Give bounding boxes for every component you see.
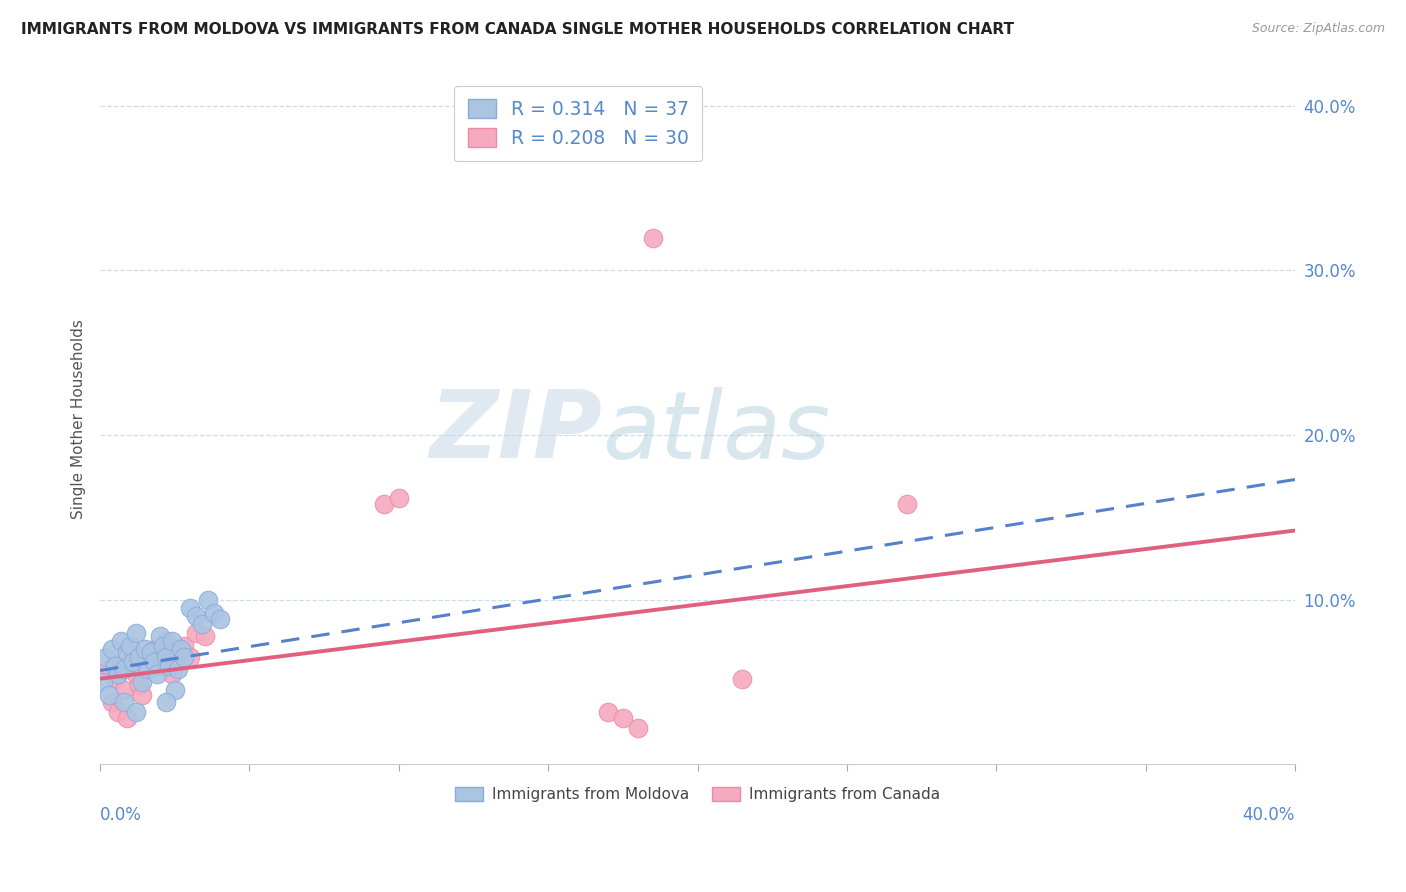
Point — [627, 721, 650, 735]
Point — [197, 592, 219, 607]
Point — [170, 642, 193, 657]
Point — [118, 655, 141, 669]
Point — [373, 497, 395, 511]
Point — [128, 678, 150, 692]
Point — [149, 629, 172, 643]
Point — [173, 639, 195, 653]
Point — [118, 639, 141, 653]
Point — [98, 688, 121, 702]
Point — [107, 705, 129, 719]
Point — [134, 650, 156, 665]
Point — [128, 650, 150, 665]
Point — [155, 633, 177, 648]
Point — [98, 662, 121, 676]
Point — [179, 650, 201, 665]
Point — [134, 642, 156, 657]
Point — [155, 650, 177, 665]
Point — [190, 617, 212, 632]
Point — [122, 655, 145, 669]
Point — [157, 658, 180, 673]
Point — [104, 672, 127, 686]
Point — [104, 658, 127, 673]
Text: Source: ZipAtlas.com: Source: ZipAtlas.com — [1251, 22, 1385, 36]
Point — [142, 642, 165, 657]
Point — [163, 683, 186, 698]
Point — [202, 606, 225, 620]
Point — [94, 650, 117, 665]
Point — [596, 705, 619, 719]
Point — [208, 612, 231, 626]
Point — [115, 645, 138, 659]
Point — [166, 662, 188, 676]
Text: atlas: atlas — [602, 387, 830, 478]
Text: IMMIGRANTS FROM MOLDOVA VS IMMIGRANTS FROM CANADA SINGLE MOTHER HOUSEHOLDS CORRE: IMMIGRANTS FROM MOLDOVA VS IMMIGRANTS FR… — [21, 22, 1014, 37]
Point — [125, 705, 148, 719]
Point — [101, 695, 124, 709]
Point — [139, 645, 162, 659]
Point — [131, 688, 153, 702]
Point — [110, 658, 132, 673]
Point — [160, 666, 183, 681]
Point — [179, 601, 201, 615]
Point — [115, 711, 138, 725]
Point — [107, 666, 129, 681]
Point — [184, 625, 207, 640]
Point — [112, 683, 135, 698]
Point — [112, 662, 135, 676]
Point — [131, 675, 153, 690]
Point — [641, 230, 664, 244]
Text: ZIP: ZIP — [429, 386, 602, 478]
Point — [125, 666, 148, 681]
Point — [110, 633, 132, 648]
Point — [146, 666, 169, 681]
Point — [136, 662, 159, 676]
Point — [166, 645, 188, 659]
Point — [612, 711, 634, 725]
Point — [184, 609, 207, 624]
Point — [142, 655, 165, 669]
Point — [125, 625, 148, 640]
Point — [136, 662, 159, 676]
Legend: R = 0.314   N = 37, R = 0.208   N = 30: R = 0.314 N = 37, R = 0.208 N = 30 — [454, 86, 702, 161]
Point — [160, 633, 183, 648]
Text: 40.0%: 40.0% — [1243, 805, 1295, 823]
Point — [101, 642, 124, 657]
Point — [173, 650, 195, 665]
Point — [152, 639, 174, 653]
Point — [155, 695, 177, 709]
Text: 0.0%: 0.0% — [100, 805, 142, 823]
Point — [91, 675, 114, 690]
Point — [388, 491, 411, 505]
Point — [112, 695, 135, 709]
Point — [149, 658, 172, 673]
Point — [731, 672, 754, 686]
Point — [194, 629, 217, 643]
Point — [896, 497, 918, 511]
Y-axis label: Single Mother Households: Single Mother Households — [72, 318, 86, 518]
